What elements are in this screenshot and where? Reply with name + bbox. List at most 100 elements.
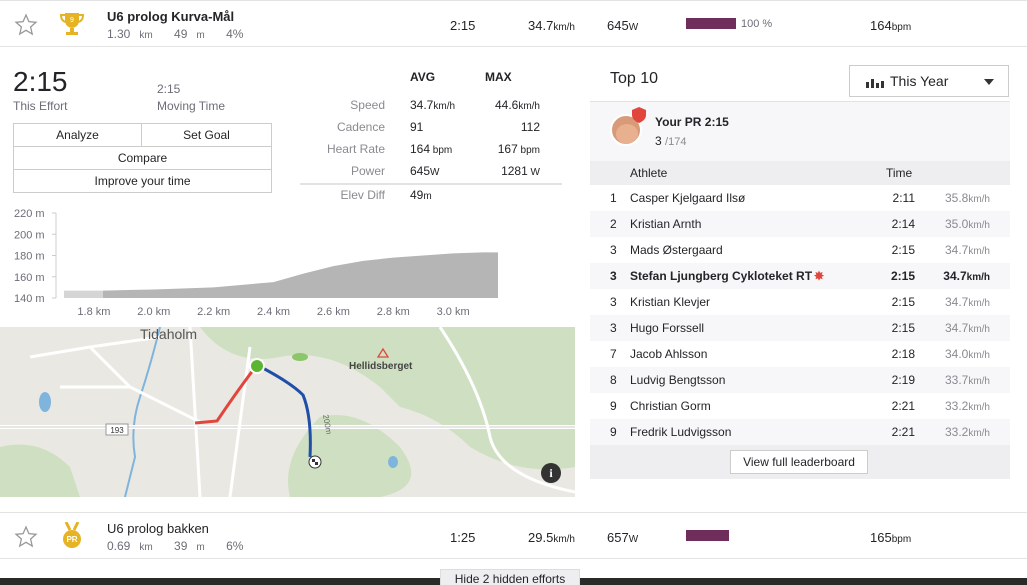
max-value: 1281 (501, 164, 528, 178)
x-tick-label: 2.6 km (317, 306, 350, 318)
y-tick-label: 200 m (14, 229, 45, 241)
stat-avg: 49m (410, 188, 432, 202)
leaderboard-row[interactable]: 9 Christian Gorm 2:21 33.2km/h (590, 393, 1010, 419)
segment-name[interactable]: U6 prolog bakken (107, 521, 209, 536)
stat-avg: 91 (410, 120, 423, 134)
athlete-name-text: Hugo Forssell (630, 321, 705, 335)
compare-button[interactable]: Compare (13, 146, 272, 170)
athlete-time: 2:15 (890, 269, 915, 283)
athlete-name[interactable]: Jacob Ahlsson (630, 347, 707, 361)
elevation-chart: 140 m 160 m 180 m 200 m 220 m 1.8 km 2.0 km 2.2… (14, 208, 499, 318)
improve-time-button[interactable]: Improve your time (13, 169, 272, 193)
athlete-rank: 9 (610, 399, 617, 413)
leaderboard-row[interactable]: 1 Casper Kjelgaard Ilsø 2:11 35.8km/h (590, 185, 1010, 211)
road-number: 193 (110, 426, 124, 435)
leaderboard-row[interactable]: 7 Jacob Ahlsson 2:18 34.0km/h (590, 341, 1010, 367)
segment-distance: 1.30 (107, 27, 131, 41)
speed-value: 33.2 (944, 425, 969, 439)
segment-map[interactable]: Tidaholm Hellidsberget 193 200m i (0, 327, 575, 497)
athlete-rank: 9 (610, 425, 617, 439)
max-header: MAX (485, 70, 512, 84)
athlete-time: 2:15 (891, 243, 915, 257)
start-marker-icon (249, 358, 265, 374)
power-unit: W (628, 534, 639, 545)
athlete-name[interactable]: Hugo Forssell (630, 321, 704, 335)
speed-unit: km/h (968, 376, 990, 387)
speed-value: 34.0 (944, 347, 969, 361)
segment-row-2[interactable]: PR U6 prolog bakken 0.69 km 39 m 6% 1:25 2… (0, 512, 1027, 559)
leaderboard-footer: View full leaderboard (590, 445, 1010, 479)
analyze-button[interactable]: Analyze (13, 123, 142, 147)
leaderboard-row[interactable]: 3 Mads Østergaard 2:15 34.7km/h (590, 237, 1010, 263)
hr-value: 164 (870, 18, 892, 33)
leaderboard-row[interactable]: 8 Ludvig Bengtsson 2:19 33.7km/h (590, 367, 1010, 393)
athlete-speed: 33.2km/h (945, 399, 990, 413)
stat-row: Power 645W 1281 W (300, 162, 562, 184)
athlete-name[interactable]: Casper Kjelgaard Ilsø (630, 191, 745, 205)
park (292, 353, 308, 361)
road-shield (105, 423, 129, 436)
speed-unit: km/h (968, 350, 990, 361)
segment-elev: 49 (174, 27, 188, 41)
x-tick-label: 2.8 km (377, 306, 410, 318)
athlete-name[interactable]: Kristian Klevjer (630, 295, 710, 309)
elevation-area (102, 252, 499, 298)
leaderboard-row[interactable]: 3 Hugo Forssell 2:15 34.7km/h (590, 315, 1010, 341)
y-tick-label: 220 m (14, 208, 45, 220)
max-value: 44.6 (494, 98, 519, 112)
leaderboard-row[interactable]: 3 Kristian Klevjer 2:15 34.7km/h (590, 289, 1010, 315)
bar-chart-icon (866, 79, 884, 88)
leaderboard-row[interactable]: 3 Stefan Ljungberg Cykloteket RT ✸ 2:15 34.7… (590, 263, 1010, 289)
hide-hidden-efforts-button[interactable]: Hide 2 hidden efforts (440, 569, 580, 585)
time-filter-dropdown[interactable]: This Year (849, 65, 1009, 97)
route-blue (256, 363, 312, 458)
x-tick-label: 1.8 km (77, 306, 110, 318)
segment-speed: 29.5km/h (528, 530, 575, 545)
athlete-name[interactable]: Mads Østergaard (630, 243, 723, 257)
athlete-name[interactable]: Christian Gorm (630, 399, 711, 413)
view-full-leaderboard-button[interactable]: View full leaderboard (730, 450, 868, 474)
star-icon[interactable] (14, 525, 38, 549)
segment-power: 645W (607, 18, 638, 33)
elev-unit: m (196, 542, 205, 553)
leaderboard-row[interactable]: 2 Kristian Arnth 2:14 35.0km/h (590, 211, 1010, 237)
athlete-name-text: Kristian Arnth (630, 217, 702, 231)
info-icon[interactable]: i (541, 463, 561, 483)
moving-time: 2:15 (157, 82, 181, 96)
athlete-name-text: Fredrik Ludvigsson (630, 425, 732, 439)
athlete-name[interactable]: Ludvig Bengtsson (630, 373, 725, 387)
athlete-name-text: Stefan Ljungberg Cykloteket RT (630, 269, 813, 283)
leaderboard-row[interactable]: 9 Fredrik Ludvigsson 2:21 33.2km/h (590, 419, 1010, 445)
segment-row-1[interactable]: 9 U6 prolog Kurva-Mål 1.30 km 49 m 4% 2:15… (0, 0, 1027, 47)
map-canvas: Tidaholm Hellidsberget 193 200m (0, 327, 575, 497)
speed-unit: km/h (968, 402, 990, 413)
avatar[interactable] (610, 114, 642, 146)
pr-shield-icon (632, 107, 646, 123)
leaderboard-header: Athlete Time (590, 161, 1010, 185)
avg-value: 34.7 (410, 98, 434, 112)
star-icon[interactable] (14, 13, 38, 37)
stat-label: Heart Rate (326, 142, 385, 156)
forest-area (288, 415, 412, 497)
athlete-name[interactable]: Stefan Ljungberg Cykloteket RT ✸ (630, 269, 824, 283)
col-athlete: Athlete (630, 166, 668, 180)
speed-unit: km/h (966, 272, 990, 283)
streets (29, 327, 575, 497)
athlete-speed: 34.7km/h (945, 243, 990, 257)
stat-avg: 34.7km/h (410, 98, 455, 112)
y-tick-label: 160 m (14, 272, 45, 284)
segment-name[interactable]: U6 prolog Kurva-Mål (107, 9, 235, 24)
pr-medal-text: PR (66, 535, 77, 544)
athlete-speed: 34.7km/h (943, 269, 990, 283)
power-bar (686, 18, 736, 29)
athlete-speed: 34.7km/h (945, 321, 990, 335)
athlete-speed: 35.0km/h (945, 217, 990, 231)
set-goal-button[interactable]: Set Goal (141, 123, 272, 147)
athlete-name[interactable]: Kristian Arnth (630, 217, 701, 231)
athlete-time: 2:21 (891, 399, 915, 413)
athlete-time: 2:15 (891, 295, 915, 309)
stat-row: Elev Diff 49m (300, 184, 562, 206)
athlete-name[interactable]: Fredrik Ludvigsson (630, 425, 731, 439)
segment-distance: 0.69 (107, 539, 131, 553)
col-time: Time (886, 166, 913, 180)
